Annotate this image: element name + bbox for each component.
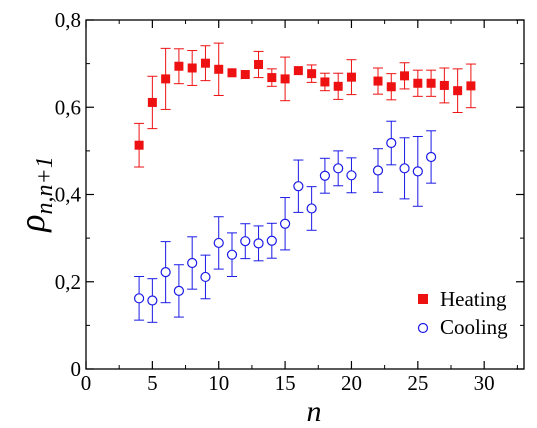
legend-cooling-marker — [417, 322, 429, 334]
heating-point — [439, 80, 449, 90]
heating-point — [320, 77, 330, 87]
cooling-point — [173, 285, 185, 297]
heating-point — [240, 70, 250, 80]
x-axis-title: n — [307, 395, 322, 428]
heating-point — [373, 76, 383, 86]
heating-point — [254, 59, 264, 69]
cooling-point — [412, 166, 423, 177]
x-tick-label: 20 — [341, 371, 362, 395]
heating-point — [466, 81, 476, 91]
heating-point — [134, 140, 144, 150]
cooling-point — [160, 267, 171, 278]
heating-point — [333, 81, 343, 91]
heating-point — [214, 64, 224, 74]
x-tick-label: 10 — [208, 371, 229, 395]
cooling-point — [213, 237, 224, 249]
heating-point — [174, 61, 184, 71]
cooling-point — [333, 163, 344, 174]
cooling-point — [372, 165, 384, 176]
heating-point — [386, 82, 396, 92]
x-tick-label: 15 — [275, 371, 296, 395]
axis-tick-labels: 0 5 10 15 20 25 30 0 0,2 0,4 0,6 0,8 — [55, 8, 495, 395]
cooling-point — [293, 181, 304, 192]
cooling-point — [147, 295, 158, 306]
cooling-point — [386, 137, 397, 149]
axis-ticks — [85, 19, 524, 370]
cooling-point — [346, 170, 357, 181]
heating-point — [307, 69, 317, 79]
cooling-point — [425, 151, 437, 163]
y-axis-title: ρn,n+1 — [12, 156, 58, 232]
y-tick-label: 0,6 — [55, 95, 81, 119]
x-tick-label: 25 — [407, 371, 428, 395]
x-tick-label: 0 — [81, 371, 92, 395]
cooling-point — [399, 163, 410, 174]
heating-point — [400, 71, 410, 81]
series-heating — [134, 42, 476, 168]
cooling-point — [253, 238, 264, 249]
legend-heating-marker — [418, 294, 428, 304]
legend-cooling-label: Cooling — [440, 315, 508, 339]
heating-point — [346, 72, 356, 82]
heating-point — [267, 73, 277, 83]
cooling-point — [133, 293, 145, 304]
heating-point — [147, 97, 157, 107]
y-tick-label: 0,2 — [55, 270, 81, 294]
cooling-point — [200, 271, 211, 283]
cooling-point — [226, 249, 238, 260]
heating-point — [200, 58, 210, 68]
cooling-point — [187, 257, 198, 269]
heating-point — [426, 78, 436, 88]
heating-point — [227, 68, 237, 78]
heating-point — [187, 63, 197, 73]
y-axis-title-subscript: n,n+1 — [32, 156, 58, 214]
heating-point — [161, 74, 171, 84]
y-tick-label: 0,8 — [55, 8, 81, 32]
series-cooling — [133, 120, 437, 323]
legend-heating-label: Heating — [440, 287, 507, 311]
y-tick-label: 0,4 — [55, 183, 82, 207]
cooling-point — [266, 235, 277, 246]
heating-point — [413, 78, 423, 88]
cooling-point — [306, 203, 317, 214]
cooling-point — [279, 218, 291, 229]
heating-point — [453, 86, 463, 96]
y-axis-title-main: ρ — [12, 214, 52, 232]
heating-point — [293, 66, 303, 76]
legend: Heating Cooling — [417, 287, 508, 339]
x-tick-label: 30 — [474, 371, 495, 395]
cooling-point — [319, 170, 331, 181]
data-marks — [133, 42, 476, 323]
cooling-point — [240, 236, 251, 247]
heating-point — [280, 74, 290, 84]
x-tick-label: 5 — [147, 371, 158, 395]
y-tick-label: 0 — [71, 357, 82, 381]
